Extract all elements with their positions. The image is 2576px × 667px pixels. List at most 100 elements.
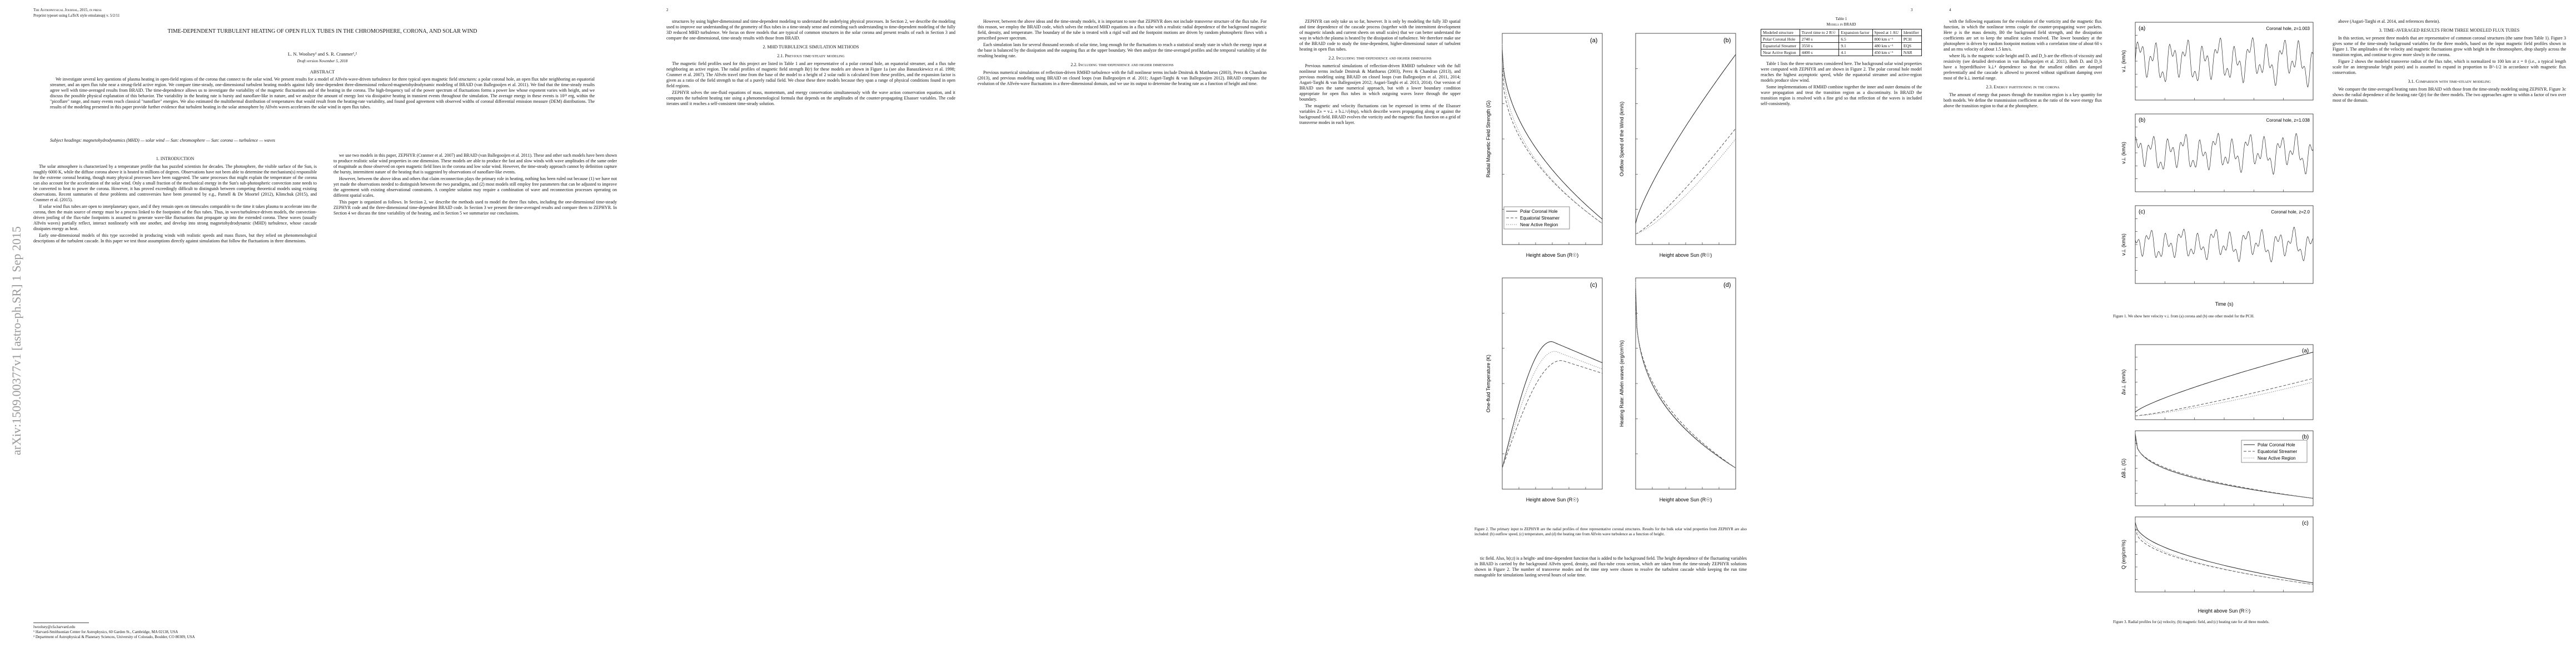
table-cell: 480 km s⁻¹ [1872, 42, 1902, 49]
text-column: Table 1 lists the three structures consi… [1761, 61, 1922, 656]
curve [2135, 226, 2314, 262]
legend-entry: Near Active Region [2258, 456, 2295, 461]
preprint: Preprint typeset using LaTeX style emula… [33, 13, 120, 18]
paragraph: Some implementations of RMHD combine tog… [1761, 84, 1922, 106]
keywords: Subject headings: magnetohydrodynamics (… [50, 138, 275, 143]
footnote: ¹ Harvard-Smithsonian Center for Astroph… [33, 630, 178, 634]
paragraph: where Hₚ is the magnetic scale height an… [1944, 53, 2102, 81]
paragraph: Table 1 lists the three structures consi… [1761, 61, 1922, 83]
y-axis-label: Outflow Speed of the Wind (km/s) [1619, 102, 1625, 177]
text-column: tic field. Also, b(r,t) is a height- and… [1474, 556, 1747, 661]
legend-entry: Polar Coronal Hole [1520, 209, 1558, 214]
table-cell: 3550 s [1799, 42, 1840, 49]
x-axis-label: Height above Sun (R☉) [2198, 608, 2251, 614]
plot-frame [1502, 277, 1603, 490]
curve [2135, 528, 2314, 585]
paragraph: The solar atmosphere is characterized by… [33, 164, 317, 202]
panel-label: (c) [2139, 209, 2145, 215]
curve [1635, 138, 1736, 235]
table-cell: PCH [1901, 36, 1922, 43]
paragraph: ZEPHYR solves the one-fluid equations of… [666, 90, 955, 106]
figure-caption: Figure 3. Radial profiles for (a) veloci… [2113, 620, 2270, 624]
page-number: 2 [666, 8, 669, 12]
curve [1502, 360, 1603, 469]
page-4: 4 (a) Coronal hole, z=1.003 v⊥ (km/s) (b) Co… [1932, 0, 2576, 667]
paragraph: tic field. Also, b(r,t) is a height- and… [1474, 556, 1747, 578]
table-row: Near Active Region 4400 s 4.1 450 km s⁻¹ NAR [1761, 49, 1922, 56]
paragraph: we use two models in this paper, ZEPHYR … [333, 153, 617, 175]
y-axis-label: v⊥ (km/s) [2121, 233, 2126, 256]
curve [2135, 37, 2314, 88]
page-3: 3 Table 1 Models in BRAID Modeled struct… [1288, 0, 1932, 667]
panel-label: (b) [2139, 117, 2145, 123]
footnotes: lwoolsey@cfa.harvard.edu ¹ Harvard-Smiths… [33, 625, 311, 640]
paragraph: In this section, we present three models… [2333, 36, 2566, 57]
paragraph: Each simulation lasts for several thousa… [978, 42, 1267, 58]
panel-title: Coronal hole, z=1.003 [2266, 26, 2310, 31]
panel-label: (d) [1723, 282, 1731, 288]
x-axis-label: Height above Sun (R☉) [1526, 252, 1579, 258]
table-cell: 6.5 [1838, 36, 1873, 43]
curve [2135, 520, 2314, 585]
text-column: we use two models in this paper, ZEPHYR … [333, 153, 617, 653]
plot-frame [2135, 113, 2314, 192]
y-axis-label: Δv⊥ (km/s) [2121, 370, 2126, 395]
panel-label: (b) [2302, 434, 2309, 440]
header-cell: Expansion factor [1838, 29, 1873, 36]
authors: L. N. Woolsey¹ and S. R. Cranmer¹,² [287, 51, 357, 57]
plot-frame [2135, 22, 2314, 101]
panel-label: (a) [1590, 37, 1597, 44]
section-heading: 1. INTRODUCTION [156, 156, 195, 161]
header-cell: Travel time to 2 R☉ [1799, 29, 1840, 36]
legend-box [1503, 206, 1570, 230]
x-axis-label: Time (s) [2215, 301, 2234, 307]
section-heading: 3.1. Comparison with time-steady modelin… [2408, 79, 2491, 84]
table-cell: Near Active Region [1761, 49, 1800, 56]
y-axis-label: v⊥ (km/s) [2121, 142, 2126, 164]
journal: The Astrophysical Journal, 2015, in pres… [33, 8, 102, 12]
legend-entry: Equatorial Streamer [2258, 449, 2297, 454]
section-heading: 3. TIME-AVERAGED RESULTS FROM THREE MODE… [2379, 28, 2520, 33]
footnote: ² Department of Astrophysical & Planetar… [33, 635, 195, 639]
table-cell: 9.1 [1838, 42, 1873, 49]
curve [1502, 351, 1603, 469]
figure-caption: Figure 1. We show here velocity v⊥ from … [2113, 314, 2255, 318]
text-column: However, between the above ideas and the… [978, 19, 1267, 658]
y-axis-label: ΔB⊥ (G) [2121, 459, 2126, 478]
text-column: structures by using higher-dimensional a… [666, 19, 955, 658]
x-axis-label: Height above Sun (R☉) [1526, 497, 1579, 502]
figure-caption: Figure 2. The primary input to ZEPHYR ar… [1474, 527, 1747, 536]
table-row: Equatorial Streamer 3550 s 9.1 480 km s⁻¹ EQ… [1761, 42, 1922, 49]
section-heading: 2.3. Energy partitioning in the corona [1986, 84, 2060, 89]
panel-label: (b) [1723, 37, 1731, 44]
table-subcaption: Models in BRAID [1826, 22, 1856, 27]
header-cell: Identifier [1901, 29, 1922, 36]
curve [2135, 522, 2314, 584]
paragraph: The magnetic field profiles used for thi… [666, 61, 955, 88]
curve [2135, 438, 2314, 499]
y-axis-label: Heating Rate: Alfvén waves (erg/cm³/s) [1619, 340, 1625, 427]
table-cell: 4.1 [1838, 49, 1873, 56]
curve [1502, 64, 1603, 224]
curve [1502, 50, 1603, 220]
section-heading: 2.2. Including time-dependence and highe… [1328, 56, 1432, 61]
curve [1502, 341, 1603, 469]
table-cell: 2740 s [1799, 36, 1840, 43]
section-heading: 2.2. Including time-dependence and highe… [1070, 62, 1174, 67]
curve [1502, 43, 1603, 224]
draft: Draft version November 5, 2018 [297, 59, 348, 63]
curve [1635, 128, 1736, 235]
curve [2135, 378, 2314, 416]
abstract: We investigate several key questions of … [50, 77, 595, 109]
curve [2135, 352, 2314, 412]
text-column: ZEPHYR can only take us so far, however.… [1299, 19, 1461, 658]
curve [1635, 54, 1736, 224]
panel-title: Coronal hole, z=2.0 [2271, 210, 2310, 215]
table-cell: 4400 s [1799, 49, 1840, 56]
paragraph: However, between the above ideas and the… [978, 19, 1267, 41]
curve [2135, 132, 2314, 175]
paragraph: Figure 2 shows the modeled transverse ra… [2333, 59, 2566, 75]
paragraph: The amount of energy that passes through… [1944, 92, 2102, 108]
page-2: 2 structures by using higher-dimensional… [644, 0, 1288, 667]
y-axis-label: Radial Magnetic Field Strength (G) [1486, 101, 1491, 178]
